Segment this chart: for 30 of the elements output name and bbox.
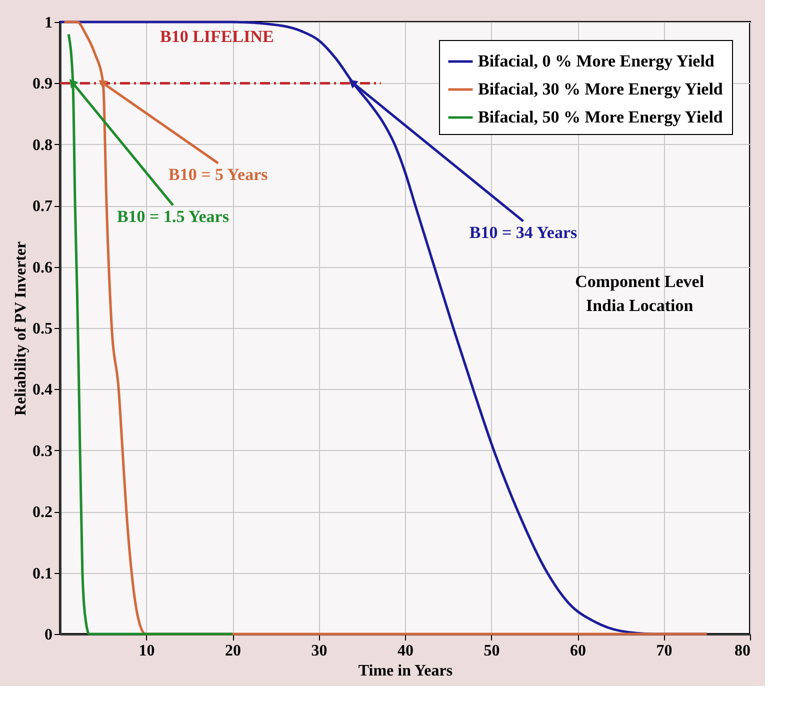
y-tick-label: 0.9 (32, 76, 52, 93)
y-tick-label: 0.8 (32, 136, 52, 154)
y-tick-label: 1 (44, 14, 52, 32)
annotation: B10 = 1.5 Years (116, 207, 230, 226)
y-tick-label: 0.1 (32, 565, 52, 582)
legend-label: Bifacial, 50 % More Energy Yield (478, 108, 724, 126)
y-tick-label: 0.4 (32, 382, 52, 399)
x-tick-label: 10 (138, 642, 155, 660)
ref-line-label: B10 LIFELINE (160, 27, 274, 46)
y-tick-label: 0.2 (32, 504, 52, 522)
annotation: B10 = 34 Years (469, 223, 578, 242)
legend-label: Bifacial, 30 % More Energy Yield (478, 80, 724, 98)
y-tick-label: 0.7 (32, 198, 52, 216)
x-tick-label: 20 (225, 642, 241, 660)
x-tick-label: 70 (656, 642, 672, 660)
y-tick-label: 0 (44, 626, 52, 644)
annotation: Component Level (575, 272, 704, 292)
y-tick-label: 0.6 (32, 259, 52, 276)
annotation: India Location (586, 296, 694, 316)
x-tick-label: 50 (484, 642, 500, 660)
x-tick-label: 80 (734, 642, 750, 660)
annotation: B10 = 5 Years (168, 165, 268, 184)
x-tick-label: 40 (398, 642, 414, 660)
x-tick-label: 30 (311, 642, 328, 660)
legend-label: Bifacial, 0 % More Energy Yield (478, 52, 715, 70)
y-tick-label: 0.3 (32, 442, 52, 460)
x-tick-label: 60 (570, 642, 586, 660)
x-axis-title: Time in Years (358, 662, 453, 680)
y-axis-title: Reliability of PV Inverter (12, 241, 30, 416)
y-tick-label: 0.5 (32, 320, 52, 338)
